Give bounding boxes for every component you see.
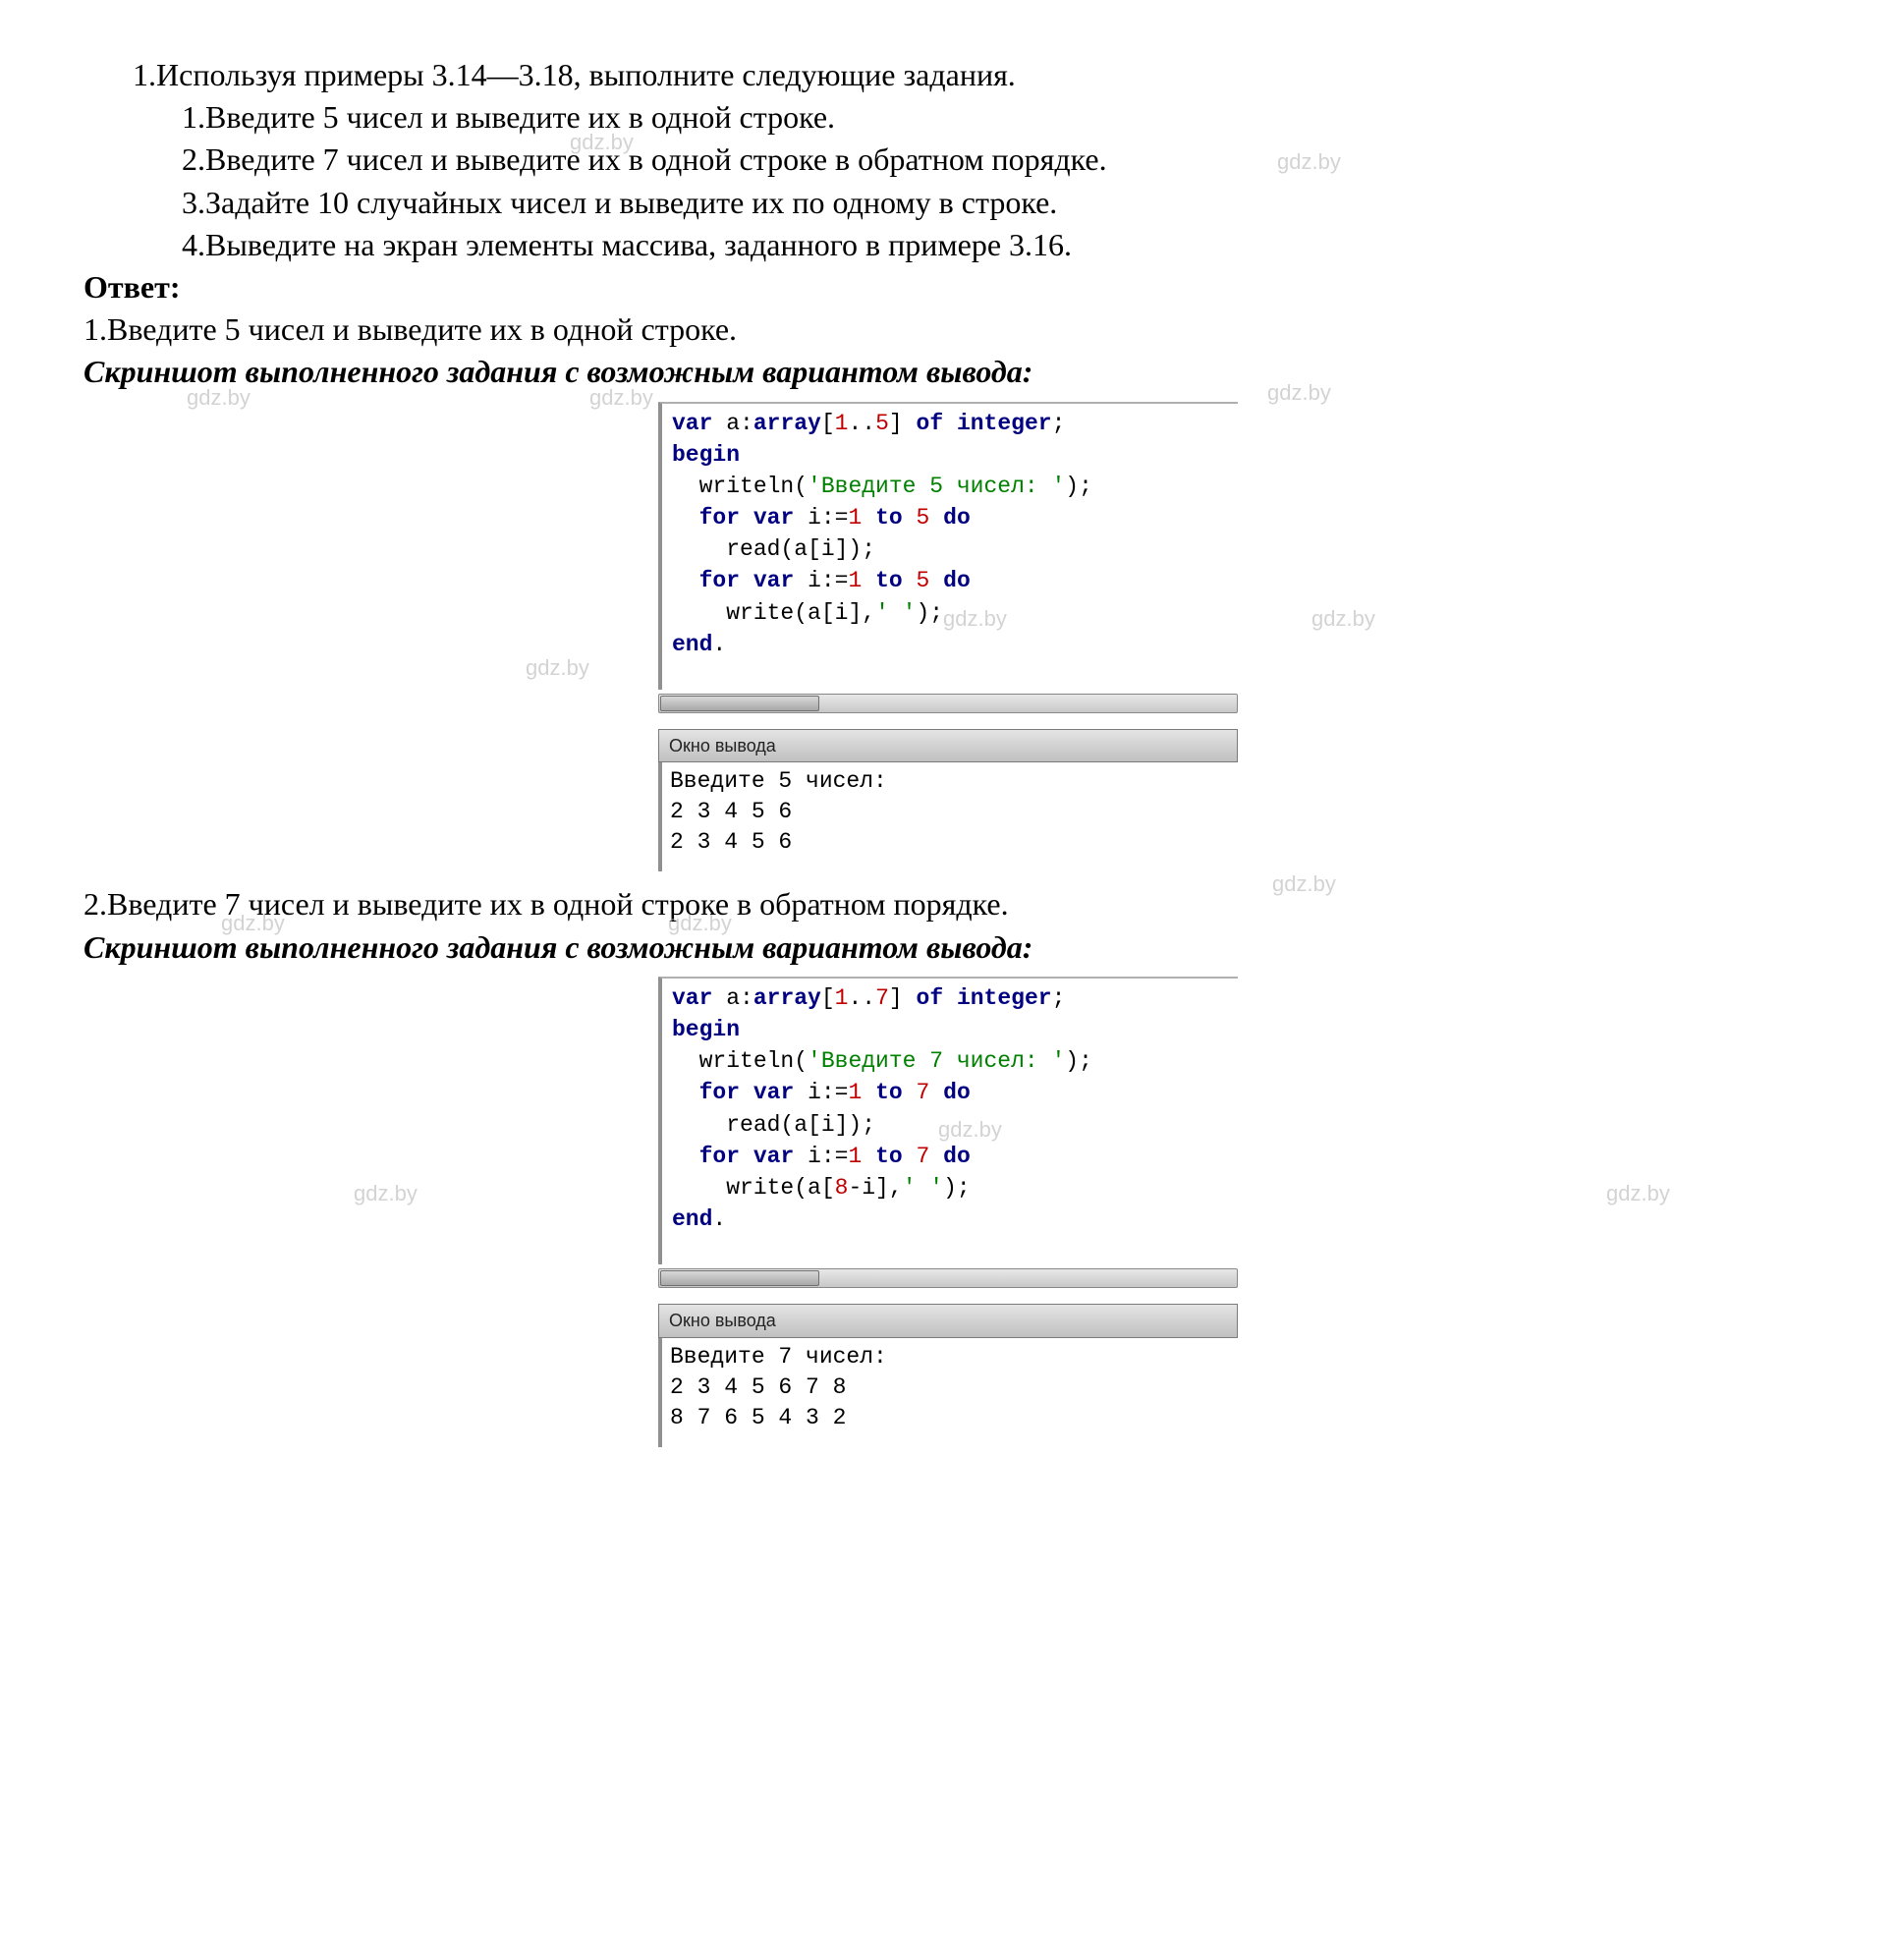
task-sub-4: 4.Выведите на экран элементы массива, за… (84, 224, 1812, 266)
task-sub-1: 1.Введите 5 чисел и выведите их в одной … (84, 96, 1812, 139)
loop-end-2a: 7 (917, 1080, 930, 1105)
loop-end-1b: 5 (917, 568, 930, 593)
prompt-str-1: 'Введите 5 чисел: ' (808, 474, 1065, 499)
out-2-l1: Введите 7 чисел: (670, 1342, 1230, 1372)
prompt-str-2: 'Введите 7 чисел: ' (808, 1048, 1065, 1074)
code-area-2: var a:array[1..7] of integer; begin writ… (658, 977, 1238, 1265)
out-1-l3: 2 3 4 5 6 (670, 827, 1230, 858)
io-header-2: Окно вывода (658, 1304, 1238, 1337)
screenshot-1: var a:array[1..5] of integer; begin writ… (84, 402, 1812, 872)
answer-heading: Ответ: (84, 266, 1812, 308)
arr-range-1: [1..5] (821, 411, 903, 436)
task-sub-3: 3.Задайте 10 случайных чисел и выведите … (84, 182, 1812, 224)
h-scrollbar-1[interactable] (658, 694, 1238, 713)
task-intro: 1.Используя примеры 3.14—3.18, выполните… (84, 54, 1812, 96)
code-area-1: var a:array[1..5] of integer; begin writ… (658, 402, 1238, 691)
h-scrollbar-2[interactable] (658, 1268, 1238, 1288)
section-1-caption: Скриншот выполненного задания с возможны… (84, 351, 1812, 393)
section-1-title: 1.Введите 5 чисел и выведите их в одной … (84, 308, 1812, 351)
h-scrollbar-thumb-2[interactable] (660, 1270, 819, 1286)
out-2-l2: 2 3 4 5 6 7 8 (670, 1372, 1230, 1403)
screenshot-2: var a:array[1..7] of integer; begin writ… (84, 977, 1812, 1447)
io-header-1: Окно вывода (658, 729, 1238, 762)
write-expr-1: a[i] (808, 600, 862, 626)
section-2-caption: Скриншот выполненного задания с возможны… (84, 926, 1812, 969)
loop-end-2b: 7 (917, 1144, 930, 1169)
out-1-l1: Введите 5 чисел: (670, 766, 1230, 797)
task-sub-2: 2.Введите 7 чисел и выведите их в одной … (84, 139, 1812, 181)
out-1-l2: 2 3 4 5 6 (670, 797, 1230, 827)
out-2-l3: 8 7 6 5 4 3 2 (670, 1403, 1230, 1433)
h-scrollbar-thumb-1[interactable] (660, 696, 819, 711)
io-body-1: Введите 5 чисел: 2 3 4 5 6 2 3 4 5 6 (658, 762, 1238, 871)
write-expr-2: a[8-i] (808, 1175, 889, 1201)
io-body-2: Введите 7 чисел: 2 3 4 5 6 7 8 8 7 6 5 4… (658, 1338, 1238, 1447)
section-2-title: 2.Введите 7 чисел и выведите их в одной … (84, 883, 1812, 925)
loop-end-1a: 5 (917, 505, 930, 531)
arr-range-2: [1..7] (821, 985, 903, 1011)
